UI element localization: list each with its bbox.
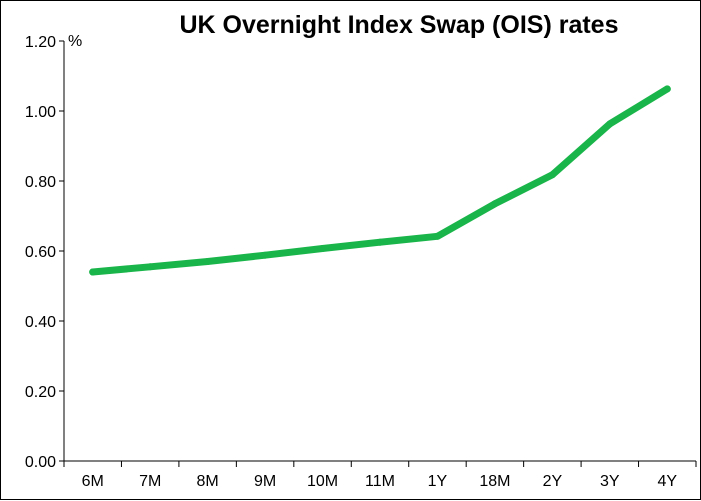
x-tick-label: 9M xyxy=(254,473,276,490)
x-tick-label: 11M xyxy=(365,473,395,490)
data-point xyxy=(663,85,671,93)
x-tick-label: 4Y xyxy=(657,473,677,490)
y-tick-label: 0.20 xyxy=(25,384,56,401)
x-tick-label: 10M xyxy=(307,473,338,490)
x-tick-label: 2Y xyxy=(543,473,563,490)
data-point xyxy=(204,258,212,265)
data-point xyxy=(606,120,614,128)
x-tick-label: 18M xyxy=(479,473,510,490)
x-tick-label: 8M xyxy=(197,473,219,490)
x-tick-label: 6M xyxy=(82,473,104,490)
data-point xyxy=(376,238,384,246)
y-tick-label: 0.80 xyxy=(25,174,56,191)
x-tick-label: 1Y xyxy=(428,473,448,490)
data-point xyxy=(433,232,441,240)
y-tick-label: 0.60 xyxy=(25,244,56,261)
data-point xyxy=(491,200,499,208)
data-point xyxy=(548,171,556,179)
y-tick-label: 0.00 xyxy=(25,454,56,471)
data-point xyxy=(319,245,327,253)
y-tick-label: 1.00 xyxy=(25,104,56,121)
x-tick-label: 7M xyxy=(139,473,161,490)
data-point xyxy=(146,263,154,271)
chart-title: UK Overnight Index Swap (OIS) rates xyxy=(180,11,619,39)
y-tick-label: 0.40 xyxy=(25,314,56,331)
y-axis-unit-label: % xyxy=(68,33,82,50)
data-point xyxy=(261,251,269,259)
x-tick-label: 3Y xyxy=(600,473,620,490)
y-tick-label: 1.20 xyxy=(25,34,56,51)
data-point xyxy=(89,268,97,276)
